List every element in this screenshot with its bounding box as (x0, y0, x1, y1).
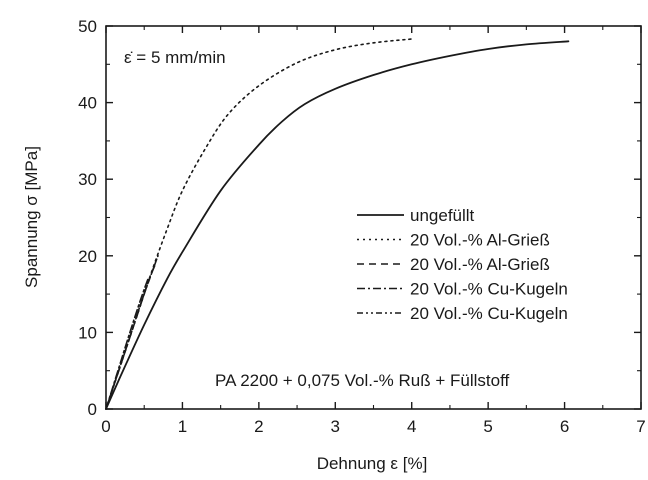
series-group (105, 38, 570, 410)
plot-frame (105, 25, 642, 410)
x-tick-label: 6 (560, 417, 569, 436)
x-tick-label: 3 (331, 417, 340, 436)
y-tick-label: 50 (78, 17, 97, 36)
y-tick-label: 30 (78, 170, 97, 189)
y-axis-title: Spannung σ [MPa] (22, 146, 41, 288)
plot-frame-group (105, 25, 642, 410)
strain-rate-annotation: ε̇ = 5 mm/min (124, 48, 226, 67)
x-tick-label: 0 (101, 417, 110, 436)
series-line-1 (105, 40, 570, 410)
x-tick-label: 7 (636, 417, 645, 436)
legend-label-3: 20 Vol.-% Al-Grieß (410, 255, 550, 274)
y-tick-label: 0 (88, 400, 97, 419)
legend-label-5: 20 Vol.-% Cu-Kugeln (410, 304, 568, 323)
y-tick-label: 20 (78, 247, 97, 266)
legend: ungefüllt 20 Vol.-% Al-Grieß 20 Vol.-% Al-… (357, 206, 568, 323)
axis-ticks-group: 0 1 2 3 4 5 6 7 0 10 20 30 40 50 (78, 17, 646, 436)
legend-label-2: 20 Vol.-% Al-Grieß (410, 231, 550, 250)
x-tick-label: 2 (254, 417, 263, 436)
series-line-5 (105, 255, 159, 410)
legend-label-4: 20 Vol.-% Cu-Kugeln (410, 280, 568, 299)
series-line-2 (105, 38, 413, 410)
x-tick-label: 5 (483, 417, 492, 436)
y-tick-label: 40 (78, 94, 97, 113)
series-line-4 (105, 277, 149, 410)
x-tick-label: 4 (407, 417, 416, 436)
material-annotation: PA 2200 + 0,075 Vol.-% Ruß + Füllstoff (215, 371, 509, 390)
x-axis-title: Dehnung ε [%] (317, 454, 428, 473)
y-tick-label: 10 (78, 323, 97, 342)
legend-label-1: ungefüllt (410, 206, 475, 225)
x-tick-label: 1 (178, 417, 187, 436)
